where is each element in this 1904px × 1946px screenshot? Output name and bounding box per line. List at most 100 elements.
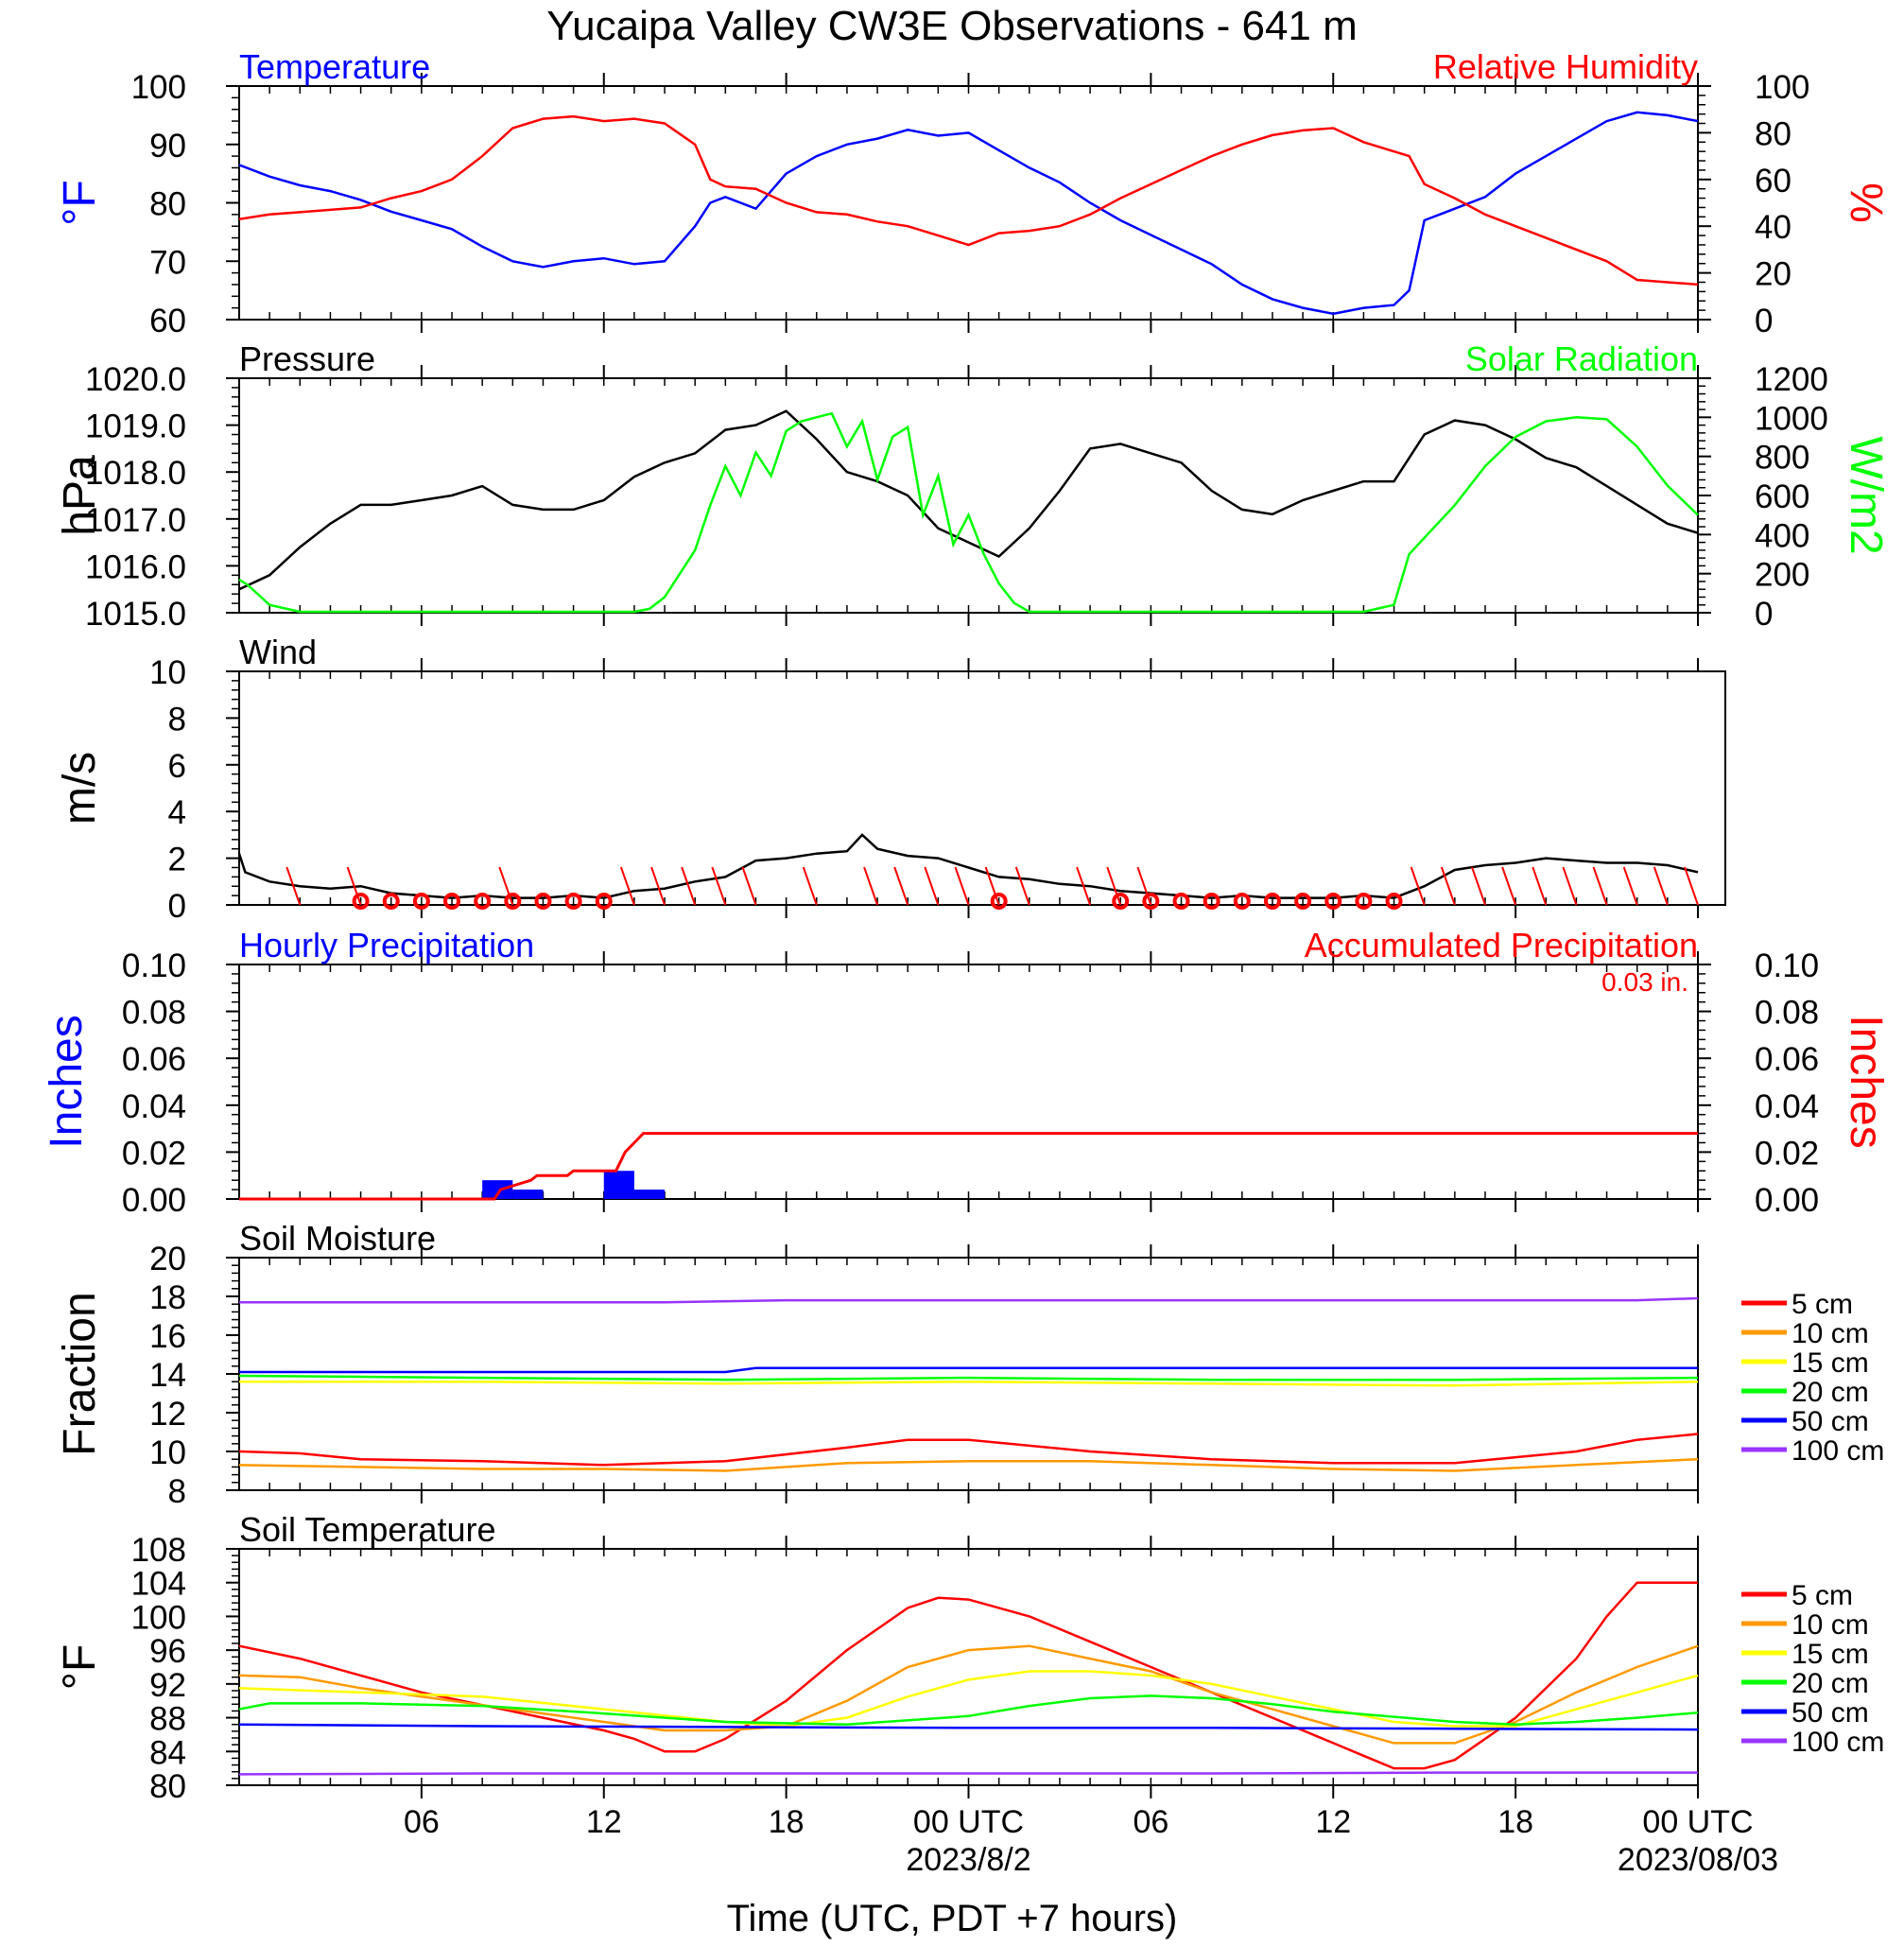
legend-label: 50 cm [1791,1406,1869,1437]
y-left-unit: hPa [55,455,105,536]
wind-barb [346,866,362,906]
x-tick-label: 18 [769,1804,805,1840]
panel-frame [238,377,1699,614]
legend-label: 50 cm [1791,1697,1869,1729]
y-right-unit: W/m2 [1841,436,1891,554]
y-left-tick-label: 1016.0 [85,548,186,585]
panel-2: 1015.0 1016.0 1017.0 1018.0 1019.0 1020.0 0200… [55,339,1891,633]
calm-wind-marker [474,893,492,910]
series-line-10-cm [238,1457,1699,1472]
legend-label: 5 cm [1791,1289,1853,1320]
wind-barb [1592,866,1608,906]
y-left-unit: m/s [55,752,105,825]
wind-barb [1014,866,1030,906]
x-date-label: 2023/8/2 [906,1842,1030,1878]
y-left-tick-label: 16 [149,1318,186,1355]
y-left-tick-label: 0.02 [122,1135,186,1172]
wind-barb [1562,866,1578,906]
y-left-unit: °F [55,1644,105,1691]
y-left-tick-label: 1017.0 [85,502,186,539]
panel-left-label: Pressure [239,339,375,378]
series-line-solar [238,411,1699,614]
y-right-tick-label: 0 [1755,303,1773,339]
series-line-100-cm [239,1296,1699,1304]
calm-wind-marker [1294,893,1312,910]
y-right-tick-label: 0.10 [1755,947,1819,984]
y-left-unit: Fraction [55,1292,105,1455]
legend-label: 20 cm [1791,1377,1869,1408]
calm-wind-marker [1385,893,1403,910]
y-right-tick-label: 0.06 [1755,1041,1819,1078]
panel-3: 0 2 4 6 8 10 Wind m/s [55,633,1726,925]
y-right-tick-label: 100 [1755,69,1809,106]
series-line-15-cm [239,1380,1699,1387]
calm-wind-marker [443,893,461,910]
y-left-tick-label: 8 [168,1473,186,1510]
y-left-tick-label: 90 [149,128,186,165]
panel-frame [238,1548,1699,1786]
calm-wind-marker [1172,893,1190,910]
y-right-tick-label: 600 [1755,478,1809,515]
calm-wind-marker [564,893,582,910]
wind-barb [498,866,514,906]
legend-label: 15 cm [1791,1639,1869,1670]
x-tick-label: 12 [586,1804,622,1840]
wind-barb [1653,866,1669,906]
y-left-tick-label: 1018.0 [85,455,186,492]
y-right-tick-label: 60 [1755,163,1791,200]
accumulated-precip-annotation: 0.03 in. [1601,967,1688,997]
y-left-tick-label: 14 [149,1357,186,1394]
wind-barb [954,866,970,906]
y-left-tick-label: 92 [149,1667,186,1704]
y-left-tick-label: 12 [149,1396,186,1433]
series-line-5-cm [238,1433,1699,1467]
calm-wind-marker [595,893,613,910]
y-right-tick-label: 0.02 [1755,1135,1819,1172]
wind-barb [1106,866,1122,906]
y-left-tick-label: 20 [149,1241,186,1277]
panel-left-label: Soil Temperature [239,1510,495,1549]
wind-barb [984,866,1000,906]
y-right-tick-label: 1000 [1755,400,1828,437]
legend-label: 5 cm [1791,1580,1853,1611]
series-line-5-cm [238,1581,1698,1770]
series-line-20-cm [238,1374,1699,1381]
y-left-tick-label: 18 [149,1279,186,1316]
hourly-precip-bar [633,1190,666,1199]
series-line-humidity [238,114,1699,287]
y-left-tick-label: 108 [131,1532,186,1569]
y-right-tick-label: 0.08 [1755,995,1819,1032]
y-left-tick-label: 84 [149,1734,186,1771]
panel-left-label: Hourly Precipitation [239,926,534,964]
wind-barb [1136,866,1152,906]
wind-barb [1622,866,1638,906]
panel-right-label: Solar Radiation [1465,339,1698,378]
y-left-tick-label: 100 [131,69,186,106]
y-right-tick-label: 0.04 [1755,1088,1819,1125]
series-line-20-cm [238,1694,1699,1726]
wind-barb [1471,866,1486,906]
hourly-precip-bar [482,1180,513,1199]
y-left-unit: Inches [42,1015,92,1148]
y-left-tick-label: 0 [168,888,186,925]
panel-right-label: Relative Humidity [1433,47,1698,86]
wind-barb [286,866,302,906]
calm-wind-marker [1355,893,1373,910]
legend-label: 100 cm [1791,1727,1884,1758]
y-left-tick-label: 1020.0 [85,361,186,398]
panel-right-label: Accumulated Precipitation [1305,926,1698,964]
y-right-tick-label: 80 [1755,115,1791,152]
calm-wind-marker [990,893,1008,910]
y-left-tick-label: 104 [131,1566,186,1603]
panel-frame [238,1257,1699,1491]
calm-wind-marker [1233,893,1251,910]
calm-wind-marker [1203,893,1220,910]
y-left-tick-label: 4 [168,794,186,831]
y-left-tick-label: 0.04 [122,1088,186,1125]
x-tick-label: 00 UTC [1642,1804,1753,1840]
series-line-100-cm [238,1771,1698,1776]
series-line-pressure [238,409,1699,591]
